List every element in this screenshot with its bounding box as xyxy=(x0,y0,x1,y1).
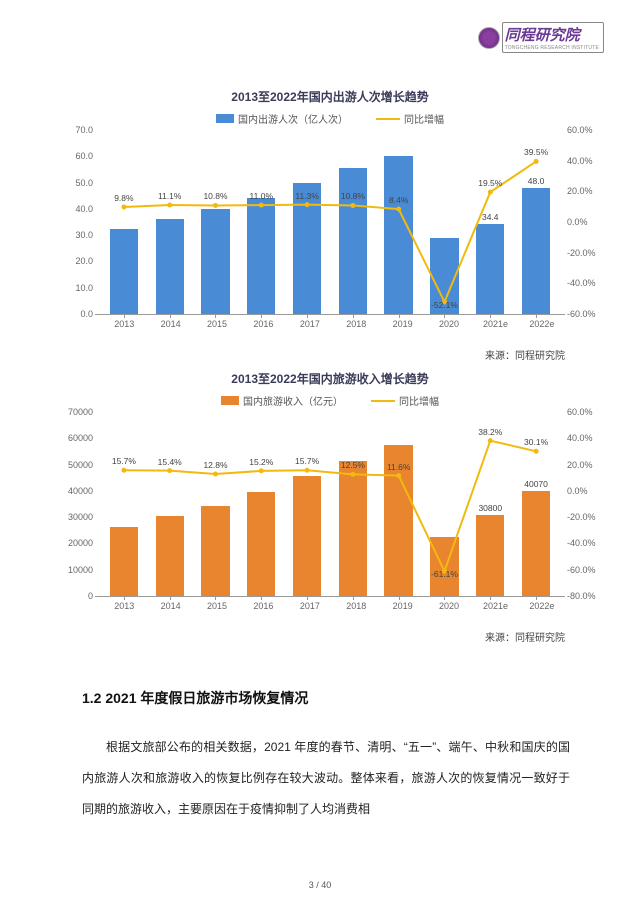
x-tick-label: 2015 xyxy=(194,601,240,611)
section-heading: 1.2 2021 年度假日旅游市场恢复情况 xyxy=(82,688,570,708)
y-left-tick: 0.0 xyxy=(65,309,93,319)
logo-badge-icon xyxy=(478,27,500,49)
y-left-tick: 70.0 xyxy=(65,125,93,135)
line-value-label: 8.4% xyxy=(389,195,408,205)
y-left-tick: 50.0 xyxy=(65,178,93,188)
line-value-label: 11.0% xyxy=(250,191,273,201)
x-tick-label: 2016 xyxy=(240,601,286,611)
body-paragraph: 根据文旅部公布的相关数据，2021 年度的春节、清明、“五一”、端午、中秋和国庆… xyxy=(82,732,570,826)
legend-line-label: 同比增幅 xyxy=(404,111,444,126)
line-value-label: -52.1% xyxy=(431,300,458,310)
y-left-tick: 20.0 xyxy=(65,256,93,266)
y-left-tick: 10.0 xyxy=(65,283,93,293)
line-value-label: 11.3% xyxy=(295,191,318,201)
y-right-tick: 0.0% xyxy=(567,217,603,227)
y-right-tick: 40.0% xyxy=(567,156,603,166)
logo-subtext: TONGCHENG RESEARCH INSTITUTE xyxy=(505,45,599,51)
line-value-label: 15.7% xyxy=(112,456,136,466)
line-value-label: 9.8% xyxy=(114,193,133,203)
line-value-label: 15.2% xyxy=(249,457,273,467)
y-right-tick: 60.0% xyxy=(567,125,603,135)
y-left-tick: 40.0 xyxy=(65,204,93,214)
chart1-plot: 34.448.0 0.010.020.030.040.050.060.070.0… xyxy=(95,130,565,315)
x-tick-label: 2019 xyxy=(379,319,425,329)
y-right-tick: 60.0% xyxy=(567,407,603,417)
chart1-legend: 国内出游人次（亿人次） 同比增幅 xyxy=(95,111,565,126)
chart1-title: 2013至2022年国内出游人次增长趋势 xyxy=(95,88,565,105)
line-value-label: 15.4% xyxy=(158,457,182,467)
y-right-tick: -40.0% xyxy=(567,278,603,288)
x-tick-label: 2020 xyxy=(426,319,472,329)
line-value-label: 39.5% xyxy=(524,147,548,157)
y-left-tick: 60.0 xyxy=(65,151,93,161)
line-value-label: 15.7% xyxy=(295,456,319,466)
y-right-tick: -40.0% xyxy=(567,538,603,548)
y-left-tick: 50000 xyxy=(65,460,93,470)
legend-line-swatch xyxy=(376,118,400,120)
line-value-label: 11.6% xyxy=(387,462,410,472)
y-right-tick: -20.0% xyxy=(567,512,603,522)
x-tick-label: 2018 xyxy=(333,319,379,329)
legend-bar-label: 国内旅游收入（亿元） xyxy=(243,393,343,408)
x-tick-label: 2018 xyxy=(333,601,379,611)
line-value-label: 10.8% xyxy=(341,191,365,201)
line-value-label: 11.1% xyxy=(158,191,181,201)
y-left-tick: 60000 xyxy=(65,433,93,443)
x-tick-label: 2016 xyxy=(240,319,286,329)
y-right-tick: 0.0% xyxy=(567,486,603,496)
x-tick-label: 2021e xyxy=(472,319,518,329)
y-left-tick: 30000 xyxy=(65,512,93,522)
y-left-tick: 30.0 xyxy=(65,230,93,240)
line-value-label: -61.1% xyxy=(431,569,458,579)
line-value-label: 19.5% xyxy=(478,178,502,188)
logo-text-box: 同程研究院 TONGCHENG RESEARCH INSTITUTE xyxy=(502,22,604,53)
y-left-tick: 70000 xyxy=(65,407,93,417)
line-value-label: 12.8% xyxy=(203,460,227,470)
logo-text: 同程研究院 xyxy=(505,24,599,45)
chart2-plot: 3080040070 01000020000300004000050000600… xyxy=(95,412,565,597)
y-right-tick: -20.0% xyxy=(567,248,603,258)
legend-bar-swatch xyxy=(221,396,239,405)
chart1-source: 来源：同程研究院 xyxy=(95,347,565,362)
x-tick-label: 2022e xyxy=(519,319,565,329)
chart1-xaxis: 201320142015201620172018201920202021e202… xyxy=(95,319,565,329)
x-tick-label: 2013 xyxy=(101,601,147,611)
x-tick-label: 2013 xyxy=(101,319,147,329)
chart-revenue: 2013至2022年国内旅游收入增长趋势 国内旅游收入（亿元） 同比增幅 308… xyxy=(95,370,565,644)
legend-line-swatch xyxy=(371,400,395,402)
page-footer: 3 / 40 xyxy=(0,880,640,890)
chart-tourists: 2013至2022年国内出游人次增长趋势 国内出游人次（亿人次） 同比增幅 34… xyxy=(95,88,565,362)
brand-logo: 同程研究院 TONGCHENG RESEARCH INSTITUTE xyxy=(478,22,604,53)
x-tick-label: 2014 xyxy=(147,319,193,329)
x-tick-label: 2020 xyxy=(426,601,472,611)
chart2-xaxis: 201320142015201620172018201920202021e202… xyxy=(95,601,565,611)
y-left-tick: 20000 xyxy=(65,538,93,548)
y-left-tick: 40000 xyxy=(65,486,93,496)
line-value-label: 12.5% xyxy=(341,460,365,470)
x-tick-label: 2021e xyxy=(472,601,518,611)
legend-bar-swatch xyxy=(216,114,234,123)
line-value-label: 38.2% xyxy=(478,427,502,437)
y-left-tick: 0 xyxy=(65,591,93,601)
line-value-label: 30.1% xyxy=(524,437,548,447)
chart2-source: 来源：同程研究院 xyxy=(95,629,565,644)
x-tick-label: 2015 xyxy=(194,319,240,329)
y-right-tick: -60.0% xyxy=(567,309,603,319)
y-right-tick: 20.0% xyxy=(567,460,603,470)
y-right-tick: 20.0% xyxy=(567,186,603,196)
x-tick-label: 2017 xyxy=(287,601,333,611)
y-right-tick: -80.0% xyxy=(567,591,603,601)
x-tick-label: 2022e xyxy=(519,601,565,611)
y-left-tick: 10000 xyxy=(65,565,93,575)
y-right-tick: 40.0% xyxy=(567,433,603,443)
chart2-title: 2013至2022年国内旅游收入增长趋势 xyxy=(95,370,565,387)
x-tick-label: 2019 xyxy=(379,601,425,611)
y-right-tick: -60.0% xyxy=(567,565,603,575)
chart2-legend: 国内旅游收入（亿元） 同比增幅 xyxy=(95,393,565,408)
x-tick-label: 2014 xyxy=(147,601,193,611)
x-tick-label: 2017 xyxy=(287,319,333,329)
line-value-label: 10.8% xyxy=(203,191,227,201)
legend-bar-label: 国内出游人次（亿人次） xyxy=(238,111,348,126)
legend-line-label: 同比增幅 xyxy=(399,393,439,408)
